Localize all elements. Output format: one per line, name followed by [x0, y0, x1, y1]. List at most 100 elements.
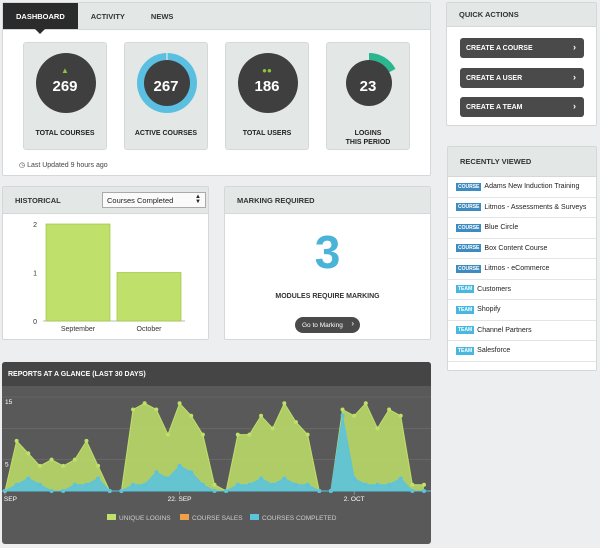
data-point — [305, 482, 310, 487]
data-point — [165, 432, 170, 437]
stat-value: 267 — [153, 78, 179, 95]
legend-swatch — [250, 514, 259, 520]
legend-swatch — [180, 514, 189, 520]
recent-item[interactable]: COURSE Adams New Induction Training — [448, 177, 596, 198]
recent-item[interactable]: TEAM Channel Partners — [448, 321, 596, 341]
data-point — [363, 482, 368, 487]
quick-actions-title: QUICK ACTIONS — [447, 3, 596, 27]
data-point — [293, 482, 298, 487]
dashboard-tabs: DASHBOARD ACTIVITY NEWS — [3, 3, 430, 34]
data-point — [282, 401, 287, 406]
recent-item-name: Blue Circle — [484, 224, 519, 232]
data-point — [247, 432, 252, 437]
type-badge: TEAM — [456, 346, 475, 355]
tab-activity[interactable]: ACTIVITY — [90, 11, 125, 21]
type-badge: COURSE — [456, 264, 482, 273]
marking-count: 3 — [314, 226, 341, 278]
data-point — [26, 476, 31, 481]
recent-item[interactable]: COURSE Blue Circle — [448, 218, 596, 239]
data-point — [131, 482, 136, 487]
data-point — [142, 482, 147, 487]
chevron-right-icon: › — [573, 72, 576, 82]
data-point — [235, 432, 240, 437]
recent-item[interactable]: TEAM Salesforce — [448, 341, 596, 362]
recent-item[interactable]: COURSE Litmos - Assessments & Surveys — [448, 198, 596, 218]
data-point — [270, 426, 275, 431]
stat-value: 23 — [359, 78, 377, 95]
recent-item[interactable]: COURSE Litmos - eCommerce — [448, 259, 596, 280]
recent-item-name: Litmos - Assessments & Surveys — [484, 203, 587, 211]
recent-item-name: Litmos - eCommerce — [484, 265, 550, 273]
data-point — [14, 482, 19, 487]
legend-label: COURSES COMPLETED — [262, 515, 337, 522]
type-badge: COURSE — [456, 182, 482, 191]
clock-icon: ◷ — [19, 162, 26, 169]
stat-label: TOTAL COURSES — [35, 130, 95, 137]
tab-dashboard[interactable]: DASHBOARD — [3, 3, 78, 34]
data-point — [375, 482, 380, 487]
data-point — [154, 470, 159, 475]
marking-title: MARKING REQUIRED — [225, 187, 430, 214]
create-user-button[interactable]: CREATE A USER › — [460, 68, 584, 88]
select-arrows-icon: ▲ ▼ — [195, 194, 201, 205]
data-point — [422, 482, 426, 487]
chevron-right-icon: › — [573, 42, 576, 52]
type-badge: TEAM — [456, 305, 475, 314]
stat-value: 269 — [52, 78, 78, 95]
data-point — [259, 413, 264, 418]
marking-subtitle: MODULES REQUIRE MARKING — [275, 293, 380, 300]
historical-metric-select[interactable]: Courses Completed ▲ ▼ — [102, 192, 206, 208]
data-point — [131, 407, 136, 412]
stat-ring-chart — [137, 53, 197, 113]
data-point — [177, 401, 182, 406]
data-point — [212, 482, 217, 487]
create-team-button[interactable]: CREATE A TEAM › — [460, 97, 584, 117]
data-point — [26, 451, 31, 456]
data-point — [387, 482, 392, 487]
legend-label: COURSE SALES — [192, 515, 243, 522]
graduation-cap-icon: ▲ — [61, 66, 69, 75]
type-badge: COURSE — [456, 223, 482, 232]
data-point — [84, 482, 89, 487]
data-point — [352, 413, 357, 418]
data-point — [37, 482, 42, 487]
recent-item[interactable]: TEAM Shopify — [448, 300, 596, 321]
data-point — [37, 463, 42, 468]
stat-value: 186 — [254, 78, 280, 95]
data-point — [14, 438, 19, 443]
x-tick-label: 12. SEP — [2, 496, 17, 503]
tab-news[interactable]: NEWS — [150, 11, 174, 21]
y-tick-label: 1 — [33, 271, 37, 278]
y-tick-label: 5 — [5, 462, 9, 469]
stat-label: ACTIVE COURSES — [134, 130, 198, 137]
create-course-button[interactable]: CREATE A COURSE › — [460, 38, 584, 58]
data-point — [165, 476, 170, 481]
recent-item[interactable]: TEAM Customers — [448, 280, 596, 300]
stat-total-users[interactable]: ●● 186 TOTAL USERS — [225, 42, 309, 150]
data-point — [352, 476, 357, 481]
recent-item-name: Customers — [477, 285, 512, 293]
x-tick-label: September — [61, 326, 96, 333]
data-point — [154, 407, 159, 412]
y-tick-label: 2 — [33, 222, 37, 229]
x-tick-label: October — [137, 326, 163, 333]
stat-active-courses[interactable]: 267 ACTIVE COURSES — [124, 42, 208, 150]
data-point — [235, 482, 240, 487]
data-point — [363, 401, 368, 406]
data-point — [340, 413, 345, 418]
reports-title: REPORTS AT A GLANCE (LAST 30 DAYS) — [2, 362, 431, 386]
users-icon: ●● — [262, 66, 272, 75]
data-point — [72, 482, 77, 487]
stat-total-courses[interactable]: ▲ 269 TOTAL COURSES — [23, 42, 107, 150]
recent-item-name: Shopify — [477, 306, 501, 314]
recent-item-name: Adams New Induction Training — [484, 183, 580, 191]
stat-ring-chart — [339, 52, 399, 113]
chevron-right-icon: › — [573, 101, 576, 111]
recent-item[interactable]: COURSE Box Content Course — [448, 239, 596, 259]
data-point — [96, 463, 101, 468]
go-to-marking-button[interactable]: Go to Marking › — [295, 317, 360, 333]
series-area — [5, 403, 424, 491]
stat-logins[interactable]: 23 LOGINS THIS PERIOD — [326, 42, 410, 150]
data-point — [375, 426, 380, 431]
x-tick-label: 2. OCT — [344, 496, 365, 503]
